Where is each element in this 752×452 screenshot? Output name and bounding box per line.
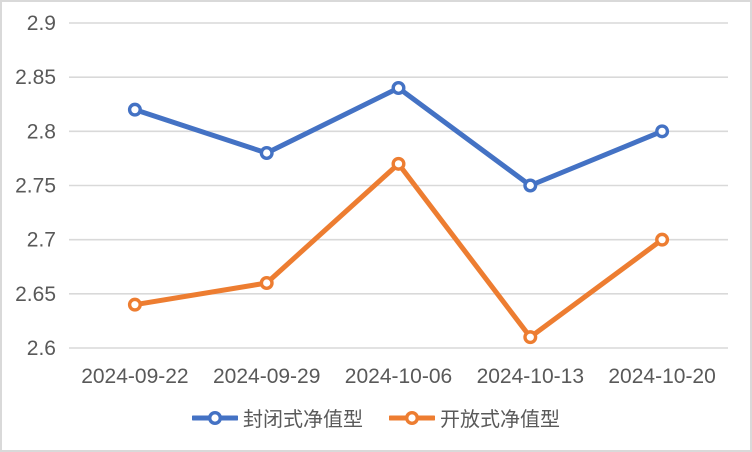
- y-tick-label: 2.85: [15, 66, 56, 89]
- data-point-marker[interactable]: [127, 102, 142, 117]
- y-tick-label: 2.6: [27, 337, 56, 360]
- x-tick-label: 2024-10-13: [477, 365, 584, 388]
- series-1[interactable]: [127, 156, 670, 345]
- y-axis-tick-labels: 2.9 2.85 2.8 2.75 2.7 2.65 2.6: [15, 12, 56, 360]
- gridlines: [69, 22, 728, 349]
- data-point-marker[interactable]: [391, 80, 406, 95]
- x-tick-label: 2024-10-20: [608, 365, 715, 388]
- data-point-marker[interactable]: [127, 297, 142, 312]
- data-point-marker[interactable]: [655, 124, 670, 139]
- legend-line-marker-icon: [192, 410, 238, 425]
- data-point-marker[interactable]: [523, 178, 538, 193]
- y-tick-label: 2.9: [27, 12, 56, 35]
- legend-item-series-1[interactable]: 开放式净值型: [389, 403, 560, 432]
- legend-item-series-0[interactable]: 封闭式净值型: [192, 403, 363, 432]
- data-point-marker[interactable]: [259, 276, 274, 291]
- y-tick-label: 2.65: [15, 283, 56, 306]
- x-tick-label: 2024-10-06: [345, 365, 452, 388]
- legend-label: 开放式净值型: [440, 409, 560, 431]
- data-point-marker[interactable]: [655, 232, 670, 247]
- y-tick-label: 2.75: [15, 175, 56, 198]
- y-tick-label: 2.7: [27, 229, 56, 252]
- data-point-marker[interactable]: [391, 156, 406, 171]
- data-point-marker[interactable]: [259, 145, 274, 160]
- y-tick-label: 2.8: [27, 120, 56, 143]
- series-line: [132, 85, 665, 188]
- x-tick-label: 2024-09-29: [213, 365, 320, 388]
- series-0[interactable]: [127, 80, 670, 193]
- series-line: [132, 161, 665, 340]
- legend-label: 封闭式净值型: [243, 409, 363, 431]
- legend-line-marker-icon: [389, 410, 435, 425]
- x-axis-tick-labels: 2024-09-22 2024-09-29 2024-10-06 2024-10-13…: [81, 365, 716, 388]
- data-point-marker[interactable]: [523, 330, 538, 345]
- x-tick-label: 2024-09-22: [81, 365, 188, 388]
- chart-legend: 封闭式净值型 开放式净值型: [2, 403, 750, 432]
